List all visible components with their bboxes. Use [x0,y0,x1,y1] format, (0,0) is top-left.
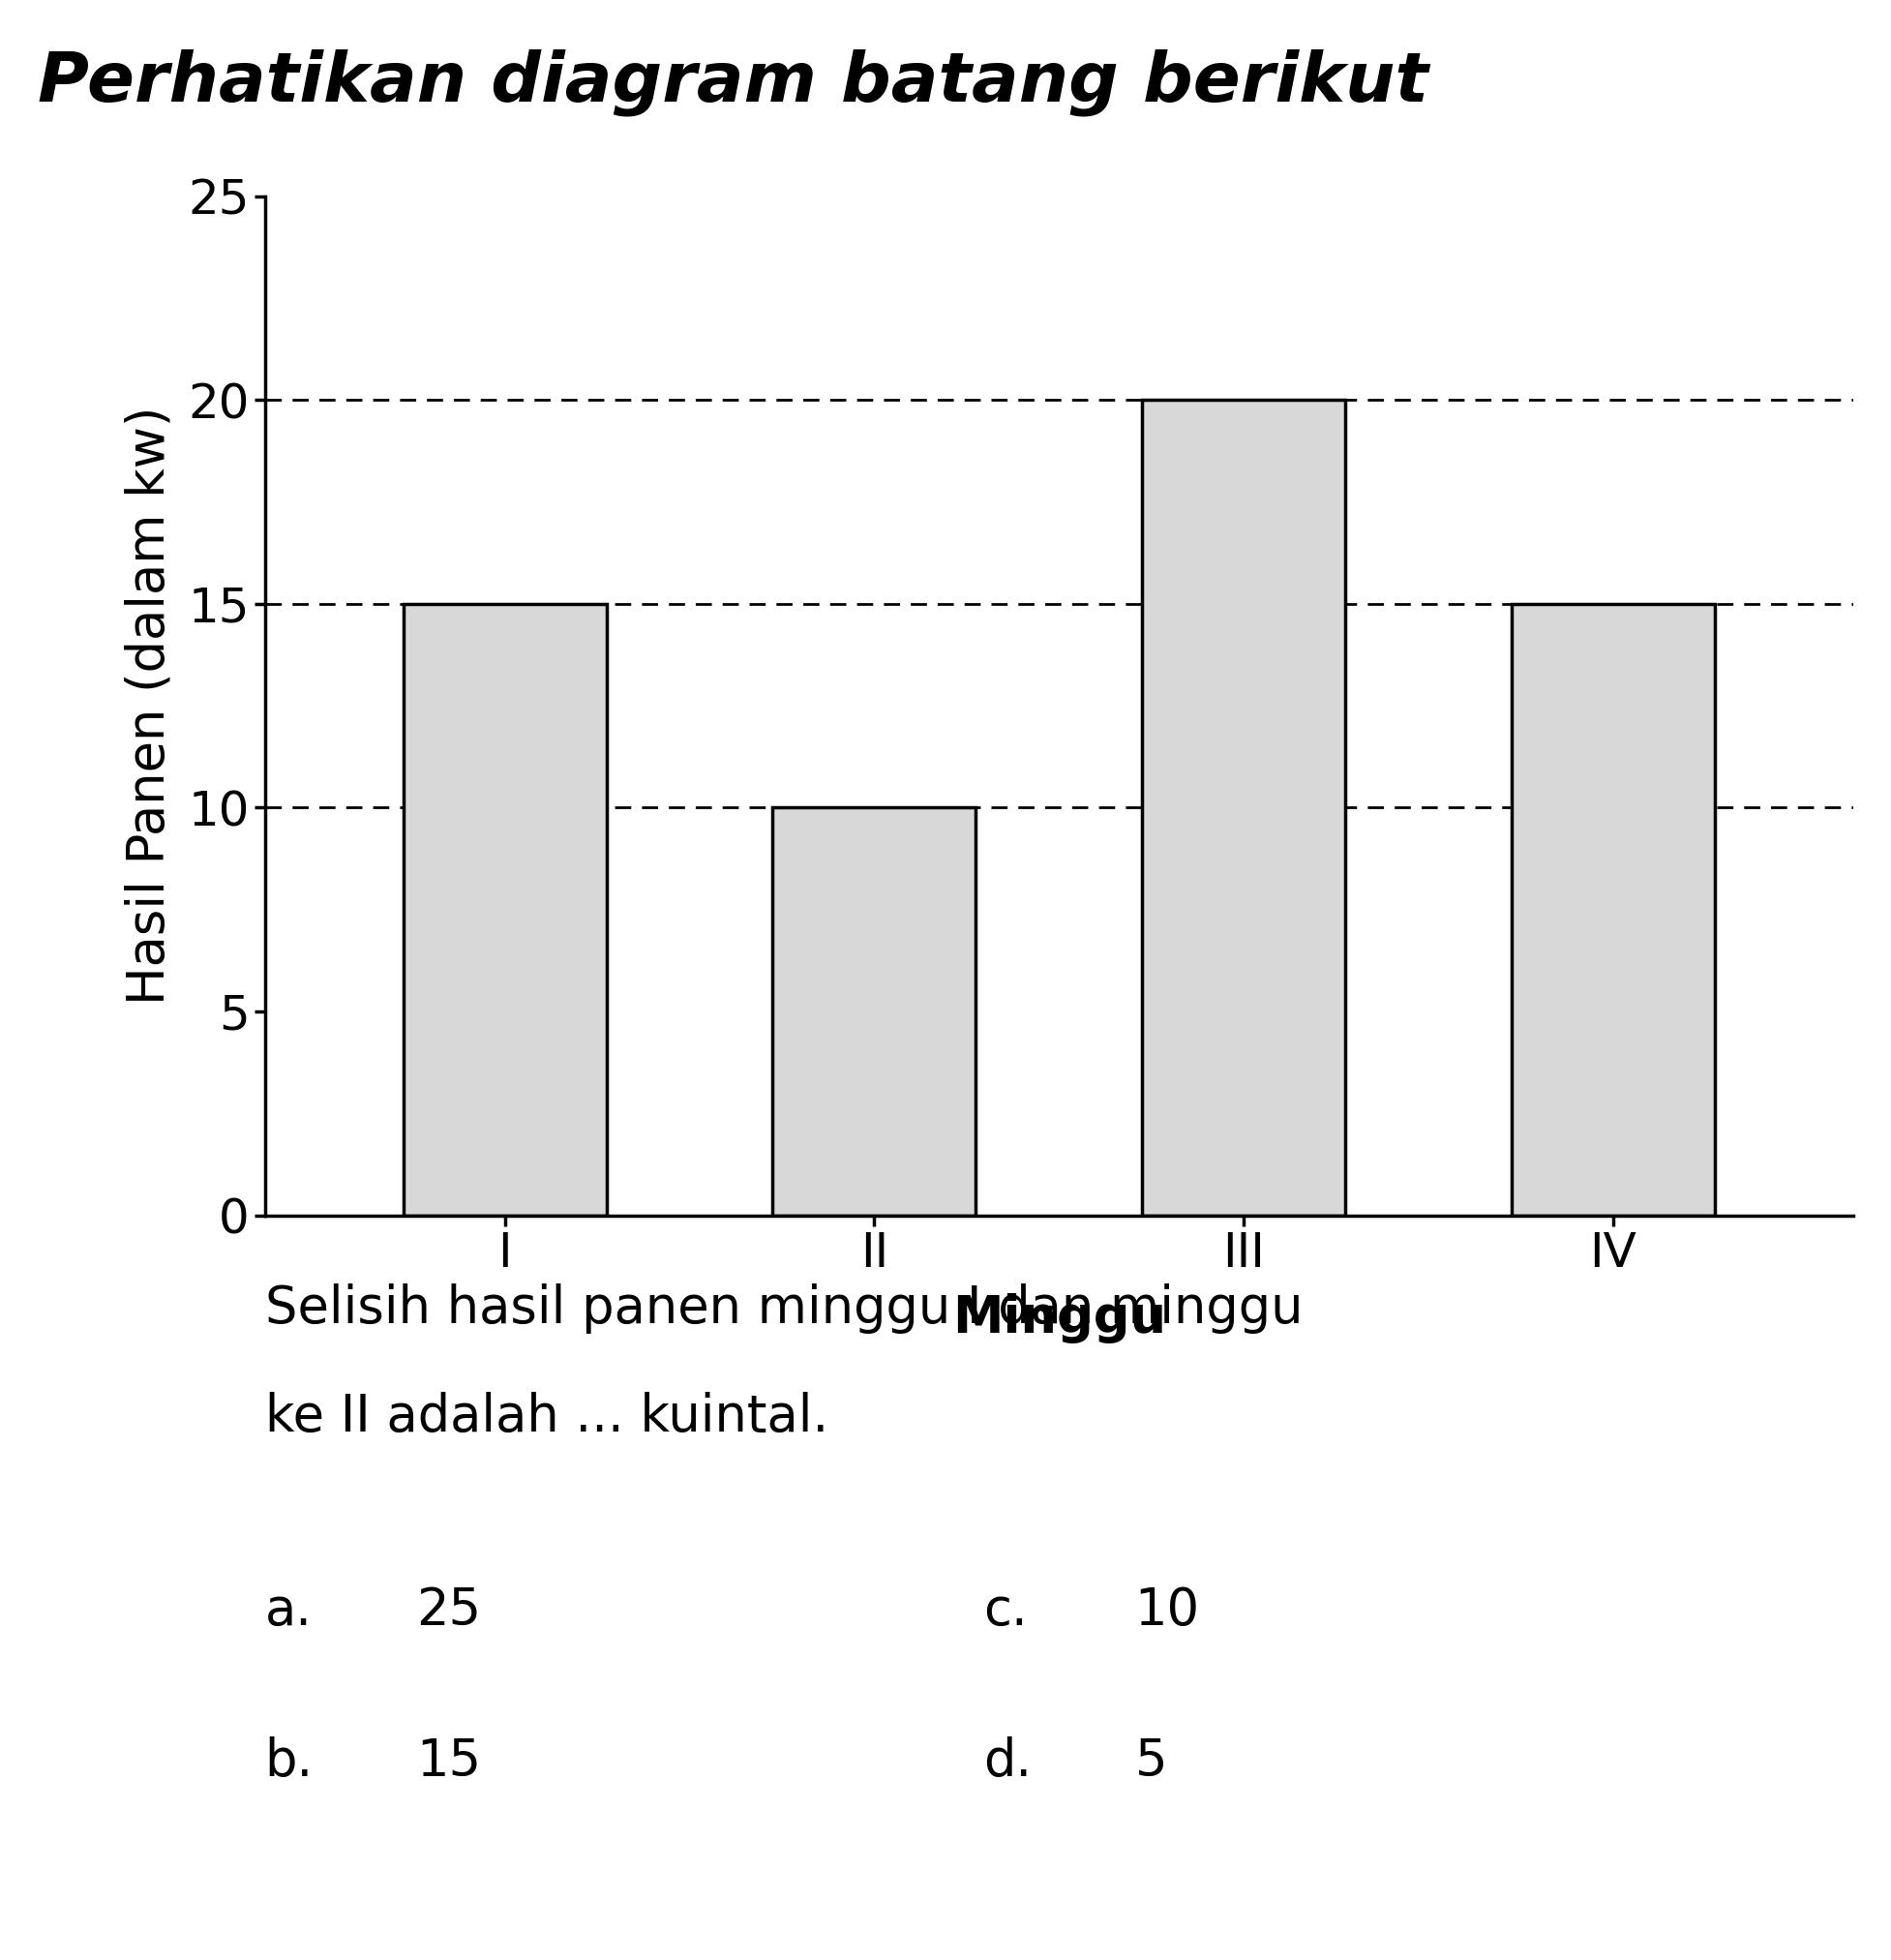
Bar [773,808,976,1215]
Bar [1511,604,1715,1215]
X-axis label: Minggu: Minggu [951,1294,1167,1345]
Bar [403,604,607,1215]
Text: c.: c. [983,1586,1027,1637]
Text: 5: 5 [1135,1737,1167,1788]
Text: b.: b. [265,1737,314,1788]
Text: Selisih hasil panen minggu I dan minggu: Selisih hasil panen minggu I dan minggu [265,1284,1303,1335]
Text: a.: a. [265,1586,312,1637]
Text: ke II adalah ... kuintal.: ke II adalah ... kuintal. [265,1392,828,1443]
Bar [1142,400,1345,1215]
Text: 15: 15 [416,1737,480,1788]
Text: d.: d. [983,1737,1032,1788]
Text: 10: 10 [1135,1586,1199,1637]
Text: Perhatikan diagram batang berikut: Perhatikan diagram batang berikut [38,49,1428,116]
Text: 25: 25 [416,1586,480,1637]
Y-axis label: Hasil Panen (dalam kw): Hasil Panen (dalam kw) [125,406,174,1005]
